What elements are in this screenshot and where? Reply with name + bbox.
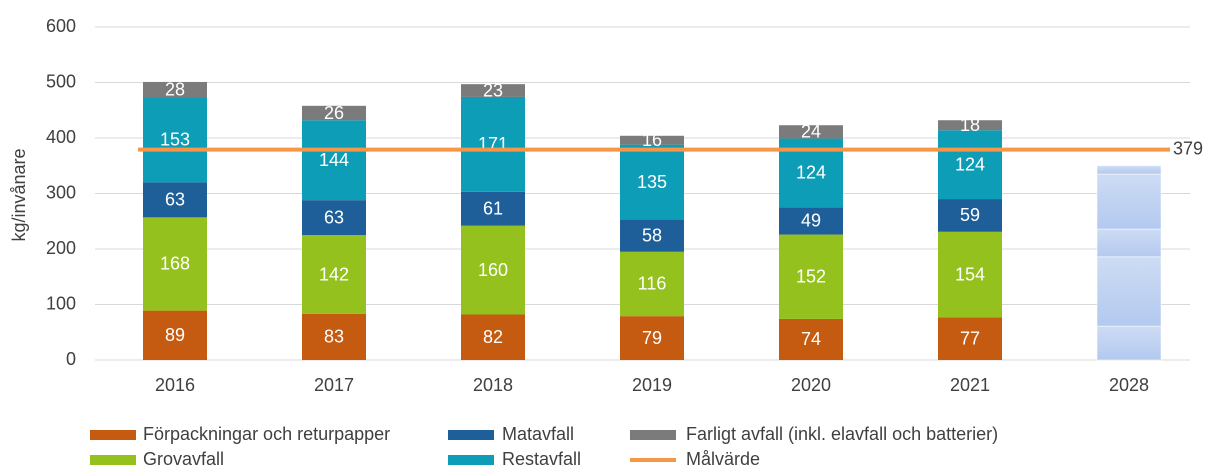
- legend-swatch: [448, 430, 494, 440]
- data-label: 28: [165, 79, 185, 99]
- data-label: 63: [165, 190, 185, 210]
- legend-label: Farligt avfall (inkl. elavfall och batte…: [686, 424, 998, 444]
- projected-fade: [1096, 173, 1162, 230]
- bar-segment: [938, 199, 1002, 232]
- bar-segment: [938, 317, 1002, 360]
- data-label: 61: [483, 199, 503, 219]
- bar-segment: [620, 251, 684, 317]
- bar-segment: [620, 316, 684, 360]
- projected-fade: [1096, 165, 1162, 175]
- projected-fade: [1096, 228, 1162, 258]
- data-label: 154: [955, 264, 985, 284]
- bar-segment: [143, 97, 207, 183]
- bar-segment: [143, 81, 207, 98]
- bar-segment: [302, 200, 366, 236]
- bar-segment: [302, 120, 366, 201]
- data-label: 116: [638, 274, 667, 294]
- data-label: 89: [165, 325, 185, 345]
- legend-label: Matavfall: [502, 424, 574, 444]
- data-label: 142: [319, 264, 349, 284]
- legend-swatch: [630, 430, 676, 440]
- y-tick-label: 200: [46, 238, 76, 258]
- data-label: 26: [324, 103, 344, 123]
- bar-segment: [302, 235, 366, 314]
- data-label: 124: [955, 154, 985, 174]
- data-label: 135: [637, 172, 667, 192]
- x-tick-label: 2018: [473, 375, 513, 395]
- x-tick-label: 2021: [950, 375, 990, 395]
- bar-segment: [938, 120, 1002, 131]
- y-axis-title: kg/invånare: [9, 148, 29, 241]
- data-label: 153: [160, 130, 190, 150]
- bar-segment: [779, 318, 843, 360]
- bar-segment: [461, 314, 525, 360]
- data-label: 18: [960, 115, 980, 135]
- data-label: 82: [483, 327, 503, 347]
- x-tick-label: 2019: [632, 375, 672, 395]
- bar-segment: [620, 219, 684, 252]
- x-tick-label: 2017: [314, 375, 354, 395]
- bar-segment: [302, 313, 366, 360]
- data-label: 58: [642, 225, 662, 245]
- bar-segment: [461, 96, 525, 192]
- bar-segment: [620, 135, 684, 145]
- y-tick-label: 500: [46, 71, 76, 91]
- bar-segment: [461, 191, 525, 226]
- legend-swatch: [90, 455, 136, 465]
- bar-segment: [938, 130, 1002, 200]
- data-label: 83: [324, 327, 344, 347]
- bar-segment: [143, 217, 207, 311]
- x-tick-label: 2016: [155, 375, 195, 395]
- legend-label: Grovavfall: [143, 449, 224, 468]
- data-label: 77: [960, 328, 980, 348]
- legend-label: Förpackningar och returpapper: [143, 424, 390, 444]
- x-tick-label: 2020: [791, 375, 831, 395]
- legend-label: Restavfall: [502, 449, 581, 468]
- data-label: 160: [478, 260, 508, 280]
- bar-segment: [779, 207, 843, 235]
- projected-fade: [1096, 256, 1162, 327]
- y-tick-label: 400: [46, 127, 76, 147]
- bar-segment: [143, 182, 207, 218]
- legend-swatch: [448, 455, 494, 465]
- projected-fade: [1096, 325, 1162, 361]
- data-label: 59: [960, 205, 980, 225]
- legend-swatch: [90, 430, 136, 440]
- legend-label: Målvärde: [686, 449, 760, 468]
- data-label: 168: [160, 254, 190, 274]
- data-label: 79: [642, 328, 662, 348]
- bar-segment: [938, 231, 1002, 318]
- y-tick-label: 300: [46, 182, 76, 202]
- y-tick-label: 0: [66, 349, 76, 369]
- bar-segment: [461, 84, 525, 97]
- x-tick-label: 2028: [1109, 375, 1149, 395]
- data-label: 144: [319, 150, 349, 170]
- bar-segment: [461, 225, 525, 315]
- data-label: 63: [324, 207, 344, 227]
- data-label: 49: [801, 211, 821, 231]
- data-label: 124: [796, 163, 826, 183]
- data-label: 16: [642, 130, 662, 150]
- data-label: 74: [801, 329, 821, 349]
- target-label: 379: [1173, 138, 1203, 158]
- bar-segment: [302, 105, 366, 121]
- data-label: 23: [483, 80, 503, 100]
- bar-segment: [779, 234, 843, 319]
- data-label: 152: [796, 267, 826, 287]
- y-tick-label: 600: [46, 16, 76, 36]
- bar-segment: [620, 144, 684, 220]
- bar-segment: [779, 125, 843, 139]
- bar-segment: [143, 310, 207, 360]
- y-tick-label: 100: [46, 293, 76, 313]
- data-label: 24: [801, 122, 821, 142]
